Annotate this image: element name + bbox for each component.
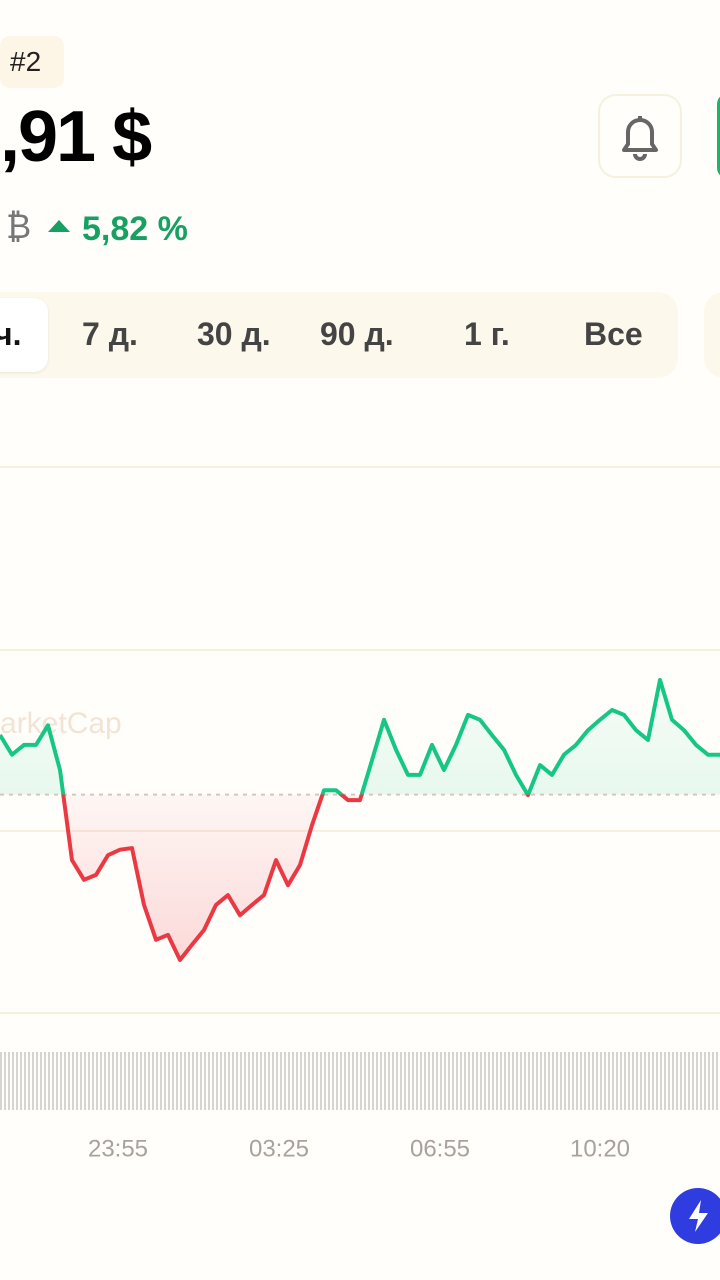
rank: #2 — [10, 46, 42, 77]
tab[interactable]: 90 д. — [320, 316, 394, 352]
tab-bar — [0, 292, 678, 378]
chart: arketCap 23:55 03:25 06:55 10:20 — [0, 466, 720, 1162]
x-tick-label: 10:20 — [570, 1135, 630, 1162]
area — [0, 679, 720, 960]
action-button[interactable] — [717, 94, 720, 178]
currency: ₿ — [6, 208, 32, 246]
alert-button[interactable] — [598, 94, 682, 178]
rank-badge: #2 — [0, 36, 64, 88]
x-tick-label: 06:55 — [410, 1135, 470, 1162]
volume-bars — [0, 1052, 720, 1110]
tab-bar-2[interactable] — [704, 292, 720, 378]
tab[interactable]: 30 д. — [197, 316, 271, 352]
tab[interactable]: 7 д. — [82, 316, 138, 352]
x-tick-label: 23:55 — [88, 1135, 148, 1162]
tab[interactable]: ч. — [0, 316, 22, 352]
selected-tab[interactable] — [0, 298, 48, 372]
change: 5,82 % — [82, 210, 188, 248]
price-line — [0, 677, 720, 962]
up-arrow — [48, 220, 70, 232]
x-tick-label: 03:25 — [249, 1135, 309, 1162]
tab[interactable]: Все — [584, 316, 643, 352]
tab[interactable]: 1 г. — [464, 316, 510, 352]
bolt-icon — [689, 1200, 708, 1232]
quick-action[interactable] — [670, 1188, 720, 1244]
price: ,91 $ — [0, 97, 152, 177]
bell-icon — [622, 116, 658, 161]
watermark: arketCap — [0, 707, 122, 740]
